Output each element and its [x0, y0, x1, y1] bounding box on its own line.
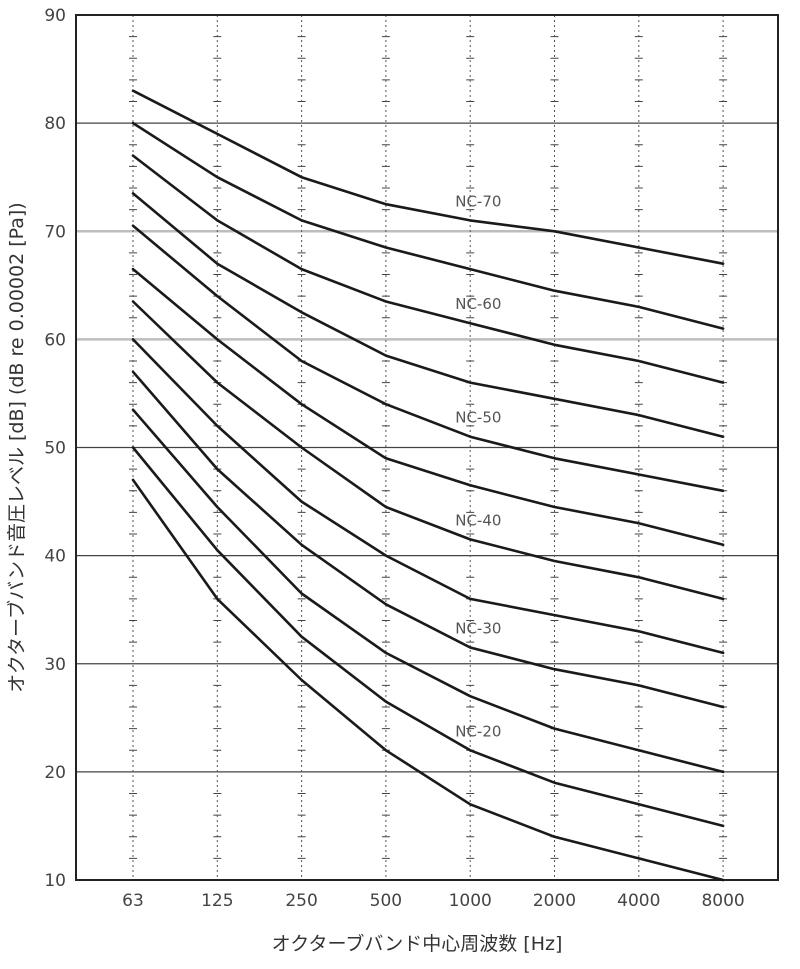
- curve-label-nc-70: NC-70: [455, 192, 501, 210]
- series-line-10: [131, 408, 725, 774]
- curve-label-nc-50: NC-50: [455, 409, 501, 427]
- y-tick-labels: 10 20 30 40 50 60 70 80 90: [44, 6, 66, 891]
- series-lines: [131, 89, 725, 882]
- curve-label-nc-60: NC-60: [455, 295, 501, 313]
- x-tick-label-4000: 4000: [617, 891, 660, 911]
- y-tick-label-90: 90: [44, 6, 66, 26]
- y-tick-label-70: 70: [44, 222, 66, 242]
- series-line-8: [131, 338, 725, 655]
- vertical-tick-lines: [129, 15, 728, 880]
- x-tick-label-2000: 2000: [533, 891, 576, 911]
- y-tick-label-20: 20: [44, 763, 66, 783]
- series-line-7: [131, 300, 725, 601]
- x-tick-label-1000: 1000: [449, 891, 492, 911]
- grid: [76, 122, 778, 773]
- series-line-3: [131, 154, 725, 384]
- y-tick-label-40: 40: [44, 547, 66, 567]
- y-tick-label-10: 10: [44, 871, 66, 891]
- minor-ticks-63: [129, 36, 137, 859]
- y-tick-label-60: 60: [44, 330, 66, 350]
- series-line-12: [131, 478, 725, 882]
- x-tick-label-500: 500: [370, 891, 402, 911]
- curve-label-nc-20: NC-20: [455, 722, 501, 740]
- curve-label-nc-40: NC-40: [455, 511, 501, 529]
- series-line-5: [131, 224, 725, 493]
- curve-labels: NC-70 NC-60 NC-50 NC-40 NC-30 NC-20: [455, 192, 501, 740]
- minor-ticks-500: [381, 36, 390, 859]
- y-tick-label-30: 30: [44, 655, 66, 675]
- series-line-2: [131, 121, 725, 330]
- x-tick-label-8000: 8000: [701, 891, 744, 911]
- series-line-1: [131, 89, 725, 266]
- x-tick-label-250: 250: [285, 891, 317, 911]
- y-tick-label-80: 80: [44, 114, 66, 134]
- x-tick-label-125: 125: [201, 891, 233, 911]
- curve-label-nc-30: NC-30: [455, 620, 501, 638]
- plot-area-frame: [75, 14, 779, 881]
- x-tick-labels: 63 125 250 500 1000 2000 4000 8000: [122, 891, 745, 911]
- y-tick-label-50: 50: [44, 439, 66, 459]
- x-axis-label: オクターブバンド中心周波数 [Hz]: [272, 932, 563, 955]
- series-line-11: [131, 446, 725, 828]
- x-tick-label-63: 63: [122, 891, 144, 911]
- series-line-9: [131, 370, 725, 709]
- y-axis-label: オクターブバンド音圧レベル [dB] (dB re 0.00002 [Pa]): [5, 202, 28, 692]
- series-line-4: [131, 192, 725, 439]
- series-line-6: [131, 267, 725, 547]
